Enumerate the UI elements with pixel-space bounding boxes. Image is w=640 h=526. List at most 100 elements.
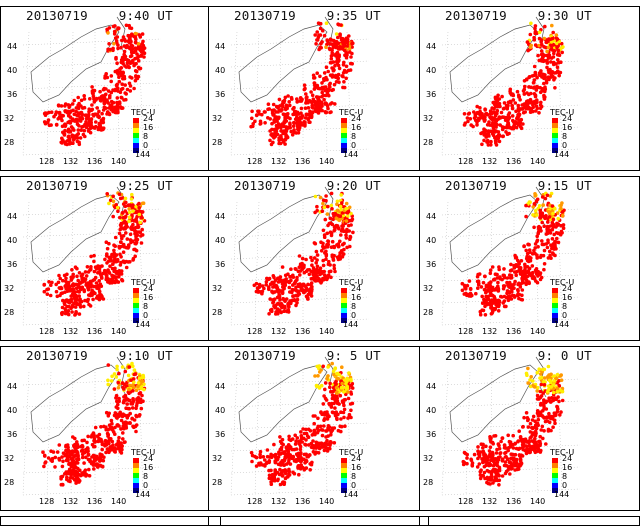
tec-point (466, 292, 471, 297)
tec-point (109, 437, 113, 441)
tec-point (515, 258, 520, 263)
panel-row-cutoff (0, 516, 221, 526)
tec-point (93, 265, 98, 269)
graticule-line (22, 318, 162, 326)
tec-point (104, 106, 108, 110)
colorbar-segment (341, 488, 347, 493)
tec-point (278, 298, 282, 302)
tec-point (110, 439, 115, 444)
tec-point (131, 209, 135, 213)
tec-point (502, 101, 507, 105)
tec-point (297, 442, 302, 447)
tec-point (547, 420, 552, 425)
tec-point (544, 80, 549, 85)
tec-point (123, 39, 128, 43)
tec-point (290, 287, 295, 292)
tec-point (109, 418, 114, 423)
tec-point (278, 141, 283, 146)
tec-point (90, 293, 94, 297)
colorbar-tick: 16 (351, 463, 362, 472)
tec-point (320, 90, 324, 95)
graticule-line (22, 378, 162, 386)
graticule-line (465, 31, 471, 156)
graticule-line (22, 422, 162, 430)
tec-point (504, 130, 508, 134)
graticule-line (116, 201, 120, 326)
tec-map (230, 186, 370, 326)
tec-point (121, 437, 125, 441)
tec-point (131, 383, 135, 387)
tec-point (533, 24, 538, 28)
tec-map (441, 16, 581, 156)
tec-point (106, 382, 110, 387)
tec-point (326, 239, 331, 244)
graticule-line (230, 60, 370, 68)
colorbar-segment (552, 308, 558, 313)
tec-point (87, 293, 91, 297)
graticule-line (230, 318, 370, 326)
tec-point (288, 103, 292, 108)
colorbar-segment (552, 143, 558, 148)
tec-point (142, 55, 146, 59)
tec-point (485, 123, 490, 127)
tec-point (329, 233, 334, 238)
tec-point (123, 83, 127, 87)
tec-point (90, 289, 94, 294)
tec-point (321, 444, 326, 448)
tec-point (127, 383, 132, 388)
tec-point (475, 274, 480, 279)
tec-point (54, 110, 59, 114)
tec-point (344, 386, 348, 391)
tec-point (315, 71, 319, 75)
tec-point (546, 220, 550, 224)
tec-point (91, 125, 95, 130)
tec-point (286, 94, 290, 98)
tec-point (322, 71, 327, 75)
tec-point (346, 396, 351, 401)
tec-point (326, 69, 330, 74)
tec-point (140, 393, 144, 398)
colorbar-tick: 8 (143, 302, 149, 311)
tec-point (266, 116, 270, 120)
tec-point (270, 134, 275, 138)
tec-point (124, 259, 129, 264)
tec-point (324, 257, 328, 261)
tec-point (122, 395, 126, 399)
tec-point (311, 110, 315, 114)
tec-point (559, 410, 563, 414)
tec-point (517, 429, 521, 433)
tec-point (312, 278, 317, 282)
tec-point (326, 204, 330, 209)
tec-point (116, 402, 120, 407)
tec-point (336, 242, 341, 246)
tec-point (74, 295, 79, 300)
tec-point (482, 117, 486, 121)
tec-point (321, 258, 325, 263)
graticule-line (557, 31, 563, 156)
tec-point (302, 263, 306, 268)
tec-point (523, 84, 527, 89)
graticule-line (116, 31, 120, 156)
tec-point (92, 253, 96, 258)
tec-point (334, 390, 339, 395)
latitude-label: 40 (215, 236, 226, 245)
tec-point (335, 202, 339, 207)
tec-point (530, 264, 535, 268)
tec-point (326, 374, 330, 378)
tec-point (499, 110, 504, 115)
tec-point (126, 373, 131, 378)
tec-point (470, 463, 474, 467)
tec-point (97, 297, 102, 302)
tec-point (497, 443, 501, 448)
tec-point (321, 364, 325, 369)
tec-point (312, 431, 316, 436)
tec-point (520, 454, 525, 458)
tec-point (517, 296, 521, 301)
tec-point (486, 477, 490, 481)
tec-point (350, 41, 354, 46)
tec-point (127, 387, 131, 392)
tec-point (526, 242, 530, 247)
graticule-line (535, 371, 539, 496)
tec-point (336, 41, 341, 45)
tec-point (276, 477, 280, 482)
